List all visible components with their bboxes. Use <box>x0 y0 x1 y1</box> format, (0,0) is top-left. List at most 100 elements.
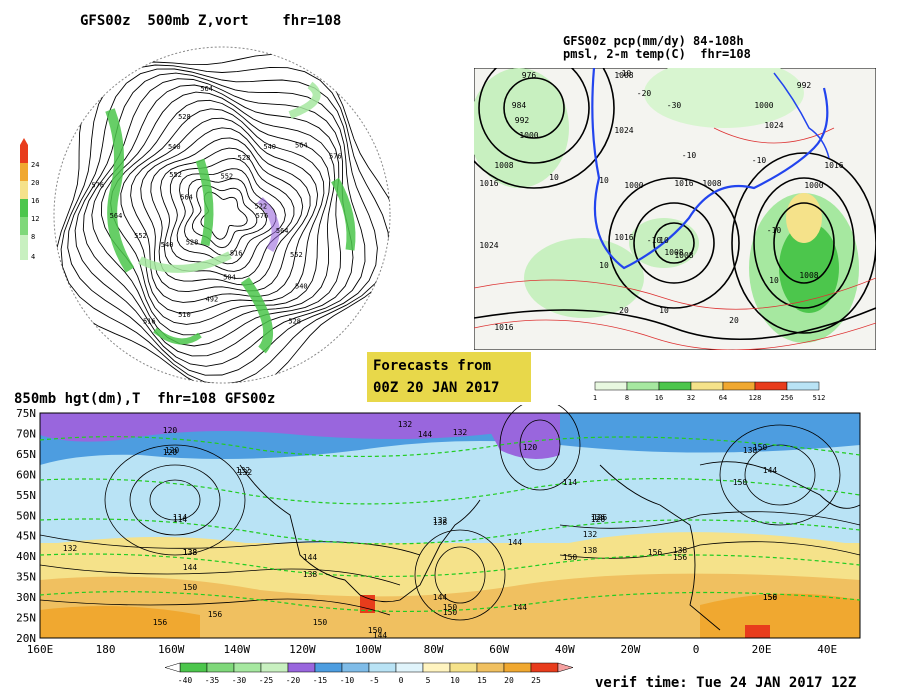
height-contour <box>91 84 342 347</box>
contour-label: 540 <box>168 143 181 151</box>
colorbar-label: 4 <box>31 253 35 261</box>
isotherms-red <box>474 127 876 350</box>
colorbar-swatch <box>206 662 235 673</box>
x-tick-label: 100W <box>355 643 382 656</box>
contour-label: 552 <box>134 232 147 240</box>
contour-label: 564 <box>200 85 213 93</box>
height-label: 138 <box>433 518 448 527</box>
colorbar-label: 25 <box>531 676 541 685</box>
height-contour <box>160 147 295 279</box>
temperature-label: -10 <box>682 151 697 160</box>
colorbar-label: -35 <box>205 676 220 685</box>
isobar-label: 1000 <box>624 181 643 190</box>
height-label: 120 <box>163 448 178 457</box>
height-label: 114 <box>173 515 188 524</box>
height-label: 144 <box>433 593 448 602</box>
height-label: 150 <box>563 553 578 562</box>
contour-label: 564 <box>110 212 123 220</box>
contour-label: 528 <box>238 154 251 162</box>
temperature-label: -30 <box>667 101 682 110</box>
y-tick-label: 30N <box>16 591 36 604</box>
height-label: 126 <box>591 513 606 522</box>
freezing-line-2 <box>773 72 830 159</box>
colorbar-swatch <box>422 662 451 673</box>
colorbar-swatch <box>476 662 505 673</box>
height-contour <box>192 184 258 249</box>
x-tick-label: 80W <box>424 643 444 656</box>
isobar-label: 1008 <box>494 161 513 170</box>
height-label: 120 <box>523 443 538 452</box>
isobar-label: 1016 <box>614 233 633 242</box>
isobar-label: 1008 <box>664 248 683 257</box>
x-tick-label: 180 <box>96 643 116 656</box>
colorbar-swatch <box>503 662 532 673</box>
temperature-label: 20 <box>729 316 739 325</box>
contour-label: 576 <box>329 153 342 161</box>
colorbar-swatch <box>658 381 692 391</box>
colorbar-label: -10 <box>340 676 355 685</box>
colorbar-swatch <box>690 381 724 391</box>
height-label: 132 <box>238 468 253 477</box>
height-contour <box>60 64 390 383</box>
height-contour <box>67 68 378 376</box>
colorbar-label: 32 <box>687 394 695 402</box>
y-tick-label: 25N <box>16 612 36 625</box>
temperature-label: 10 <box>659 236 669 245</box>
isobar-label: 1024 <box>614 126 633 135</box>
colorbar-swatch <box>530 662 559 673</box>
colorbar-label: 64 <box>719 394 727 402</box>
x-tick-label: 40W <box>555 643 575 656</box>
y-tick-label: 60N <box>16 468 36 481</box>
colorbar-swatch <box>179 662 208 673</box>
polar-contours <box>55 53 390 383</box>
height-contour <box>100 91 336 336</box>
contour-label: 564 <box>180 193 193 201</box>
contour-label: 522 <box>255 202 268 210</box>
height-contour <box>74 72 366 367</box>
x-tick-label: 0 <box>693 643 700 656</box>
contour-label: 528 <box>178 113 191 121</box>
temperature-label: 10 <box>549 173 559 182</box>
colorbar-swatch <box>233 662 262 673</box>
colorbar-swatch <box>287 662 316 673</box>
isobars <box>474 68 876 340</box>
colorbar-label: -5 <box>369 676 379 685</box>
polar-500mb-map: 4 8 12 16 20 24 576 564 552 540 528 516 504 492 510 51… <box>20 46 391 384</box>
height-label: 144 <box>373 631 388 640</box>
coastlines <box>239 461 861 631</box>
height-contours <box>39 405 861 621</box>
contour-label: 552 <box>220 172 233 180</box>
height-label: 150 <box>313 618 328 627</box>
isobar-label: 976 <box>522 71 537 80</box>
precip-colorbar: 1 8 16 32 64 128 256 512 <box>593 381 825 402</box>
height-label: 156 <box>673 553 688 562</box>
isobar-label: 1016 <box>494 323 513 332</box>
freezing-line <box>591 68 829 270</box>
temperature-label: 10 <box>769 276 779 285</box>
height-label: 126 <box>593 513 608 522</box>
height-label: 144 <box>763 466 778 475</box>
height-label: 114 <box>173 513 188 522</box>
isobar-label: 1008 <box>702 179 721 188</box>
temperature-label: -20 <box>637 89 652 98</box>
vorticity-shading <box>105 81 356 354</box>
colorbar-label: -40 <box>178 676 193 685</box>
y-tick-label: 65N <box>16 448 36 461</box>
height-contour <box>120 108 325 314</box>
temperature-shading <box>40 413 860 638</box>
h850-map: 75N 70N 65N 60N 55N 50N 45N 40N 35N 30N 25N 20N160E… <box>16 405 861 685</box>
x-tick-label: 40E <box>817 643 837 656</box>
y-tick-label: 35N <box>16 571 36 584</box>
colorbar-swatch <box>314 662 343 673</box>
height-contour <box>150 137 304 286</box>
temperature-label: -10 <box>752 156 767 165</box>
height-label: 150 <box>183 583 198 592</box>
h850-panel-title: 850mb hgt(dm),T fhr=108 GFS00z <box>14 391 276 407</box>
colorbar-label: 8 <box>31 233 35 241</box>
isobar-label: 992 <box>515 116 530 125</box>
y-tick-label: 40N <box>16 550 36 563</box>
height-label: 144 <box>183 563 198 572</box>
height-contour <box>82 78 354 357</box>
x-tick-label: 60W <box>489 643 509 656</box>
